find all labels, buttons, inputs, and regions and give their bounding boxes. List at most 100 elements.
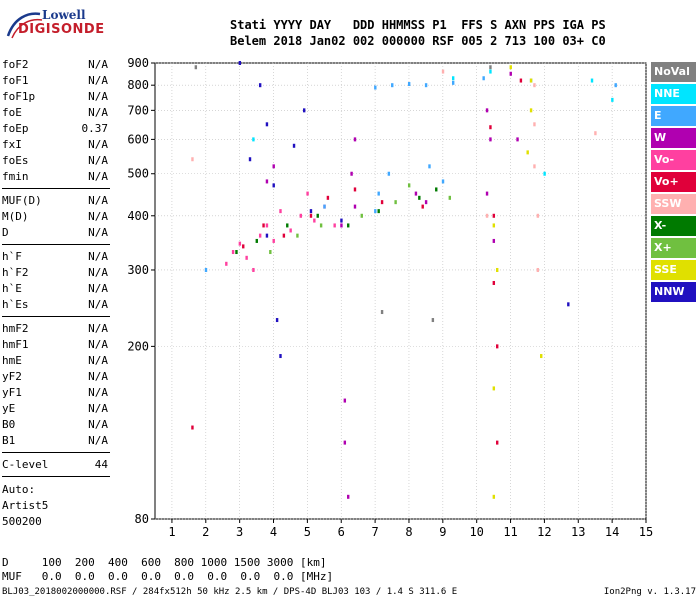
legend-item: NNW <box>651 282 696 302</box>
echo-point-vo <box>421 204 424 209</box>
param-name: B0 <box>2 418 16 431</box>
param-separator <box>2 316 110 317</box>
echo-point-vo <box>496 440 499 445</box>
param-row: fmin N/A <box>2 170 108 186</box>
muf-distance-table: D 100 200 400 600 800 1000 1500 3000 [km… <box>2 556 333 584</box>
param-row: h`E N/A <box>2 282 108 298</box>
logo-lowell-text: Lowell <box>42 8 86 22</box>
echo-point-x <box>316 213 319 218</box>
param-value: N/A <box>88 282 108 295</box>
param-name: yF1 <box>2 386 22 399</box>
echo-point-sse <box>529 108 533 113</box>
param-value: N/A <box>88 338 108 351</box>
echo-point-nnw <box>258 83 262 88</box>
echo-point-w <box>353 204 357 209</box>
param-row: yF1 N/A <box>2 386 108 402</box>
echo-point-x <box>296 233 299 238</box>
echo-point-e <box>374 85 377 90</box>
echo-point-ssw <box>533 164 536 169</box>
echo-point-w <box>272 164 275 169</box>
echo-point-sse <box>529 78 533 83</box>
echo-point-vo <box>326 195 330 200</box>
y-tick-label: 300 <box>127 263 149 277</box>
echo-point-nnw <box>302 108 306 113</box>
echo-point-e <box>451 80 455 85</box>
echo-point-sse <box>509 65 512 70</box>
echo-point-nnw <box>340 218 343 223</box>
x-tick-label: 14 <box>605 525 619 539</box>
echo-point-w <box>489 137 492 142</box>
param-name: foEs <box>2 154 29 167</box>
param-name: D <box>2 226 9 239</box>
legend-item: SSW <box>651 194 696 214</box>
legend-item: Vo- <box>651 150 696 170</box>
echo-point-vo <box>289 228 292 233</box>
echo-point-x <box>448 195 451 200</box>
param-value: 44 <box>94 458 108 471</box>
echo-point-x <box>255 238 258 243</box>
echo-point-vo <box>258 233 262 238</box>
param-name: h`F2 <box>2 266 29 279</box>
echo-point-x <box>435 187 438 192</box>
echo-point-e <box>374 209 377 214</box>
echo-point-sse <box>492 223 496 228</box>
param-row: foEp 0.37 <box>2 122 108 138</box>
echo-point-vo <box>299 213 303 218</box>
echo-point-nne <box>252 137 255 142</box>
param-row: B0 N/A <box>2 418 108 434</box>
echo-point-noval <box>380 310 384 315</box>
echo-point-x <box>377 209 380 214</box>
echo-point-w <box>424 200 428 205</box>
muf-row: MUF 0.0 0.0 0.0 0.0 0.0 0.0 0.0 0.0 [MHz… <box>2 570 334 583</box>
param-name: C-level <box>2 458 49 471</box>
param-name: MUF(D) <box>2 194 42 207</box>
echo-point-x <box>286 223 289 228</box>
echo-point-nnw <box>272 183 275 188</box>
echo-point-nne <box>489 69 492 74</box>
echo-point-e <box>441 179 445 184</box>
param-name: foF2 <box>2 58 29 71</box>
x-tick-label: 8 <box>405 525 412 539</box>
echo-point-vo <box>262 223 265 228</box>
echo-point-x <box>269 250 272 255</box>
echo-point-e <box>387 171 391 176</box>
echo-point-w <box>340 223 343 228</box>
param-row: foF1 N/A <box>2 74 108 90</box>
echo-point-sse <box>540 354 543 359</box>
x-tick-label: 15 <box>639 525 653 539</box>
param-name: yE <box>2 402 16 415</box>
x-tick-label: 3 <box>236 525 243 539</box>
param-value: N/A <box>88 58 108 71</box>
param-row: foEs N/A <box>2 154 108 170</box>
param-value: N/A <box>88 250 108 263</box>
echo-point-vo <box>245 255 248 260</box>
echo-point-w <box>509 71 512 76</box>
param-name: fmin <box>2 170 29 183</box>
param-row: hmF1 N/A <box>2 338 108 354</box>
param-name: h`Es <box>2 298 29 311</box>
echo-point-nnw <box>567 302 570 307</box>
param-value: N/A <box>88 170 108 183</box>
echo-point-nne <box>451 76 455 81</box>
param-row: yF2 N/A <box>2 370 108 386</box>
echo-point-w <box>343 398 347 403</box>
echo-point-vo <box>492 280 496 285</box>
echo-point-sse <box>492 494 496 499</box>
echo-point-x <box>235 250 238 255</box>
echo-point-ssw <box>536 267 540 272</box>
param-row: h`F2 N/A <box>2 266 108 282</box>
echo-point-nnw <box>248 157 252 162</box>
echo-point-e <box>377 191 380 196</box>
param-row: yE N/A <box>2 402 108 418</box>
auto-version: 500200 <box>2 515 42 528</box>
param-value: N/A <box>88 90 108 103</box>
legend-item: W <box>651 128 696 148</box>
header-labels: Stati YYYY DAY DDD HHMMSS P1 FFS S AXN P… <box>230 18 606 32</box>
echo-point-ssw <box>485 213 489 218</box>
param-value: N/A <box>88 210 108 223</box>
auto-label: Auto: <box>2 483 36 496</box>
echo-point-vo <box>333 223 336 228</box>
plot-frame <box>154 62 647 520</box>
echo-point-nnw <box>279 354 282 359</box>
